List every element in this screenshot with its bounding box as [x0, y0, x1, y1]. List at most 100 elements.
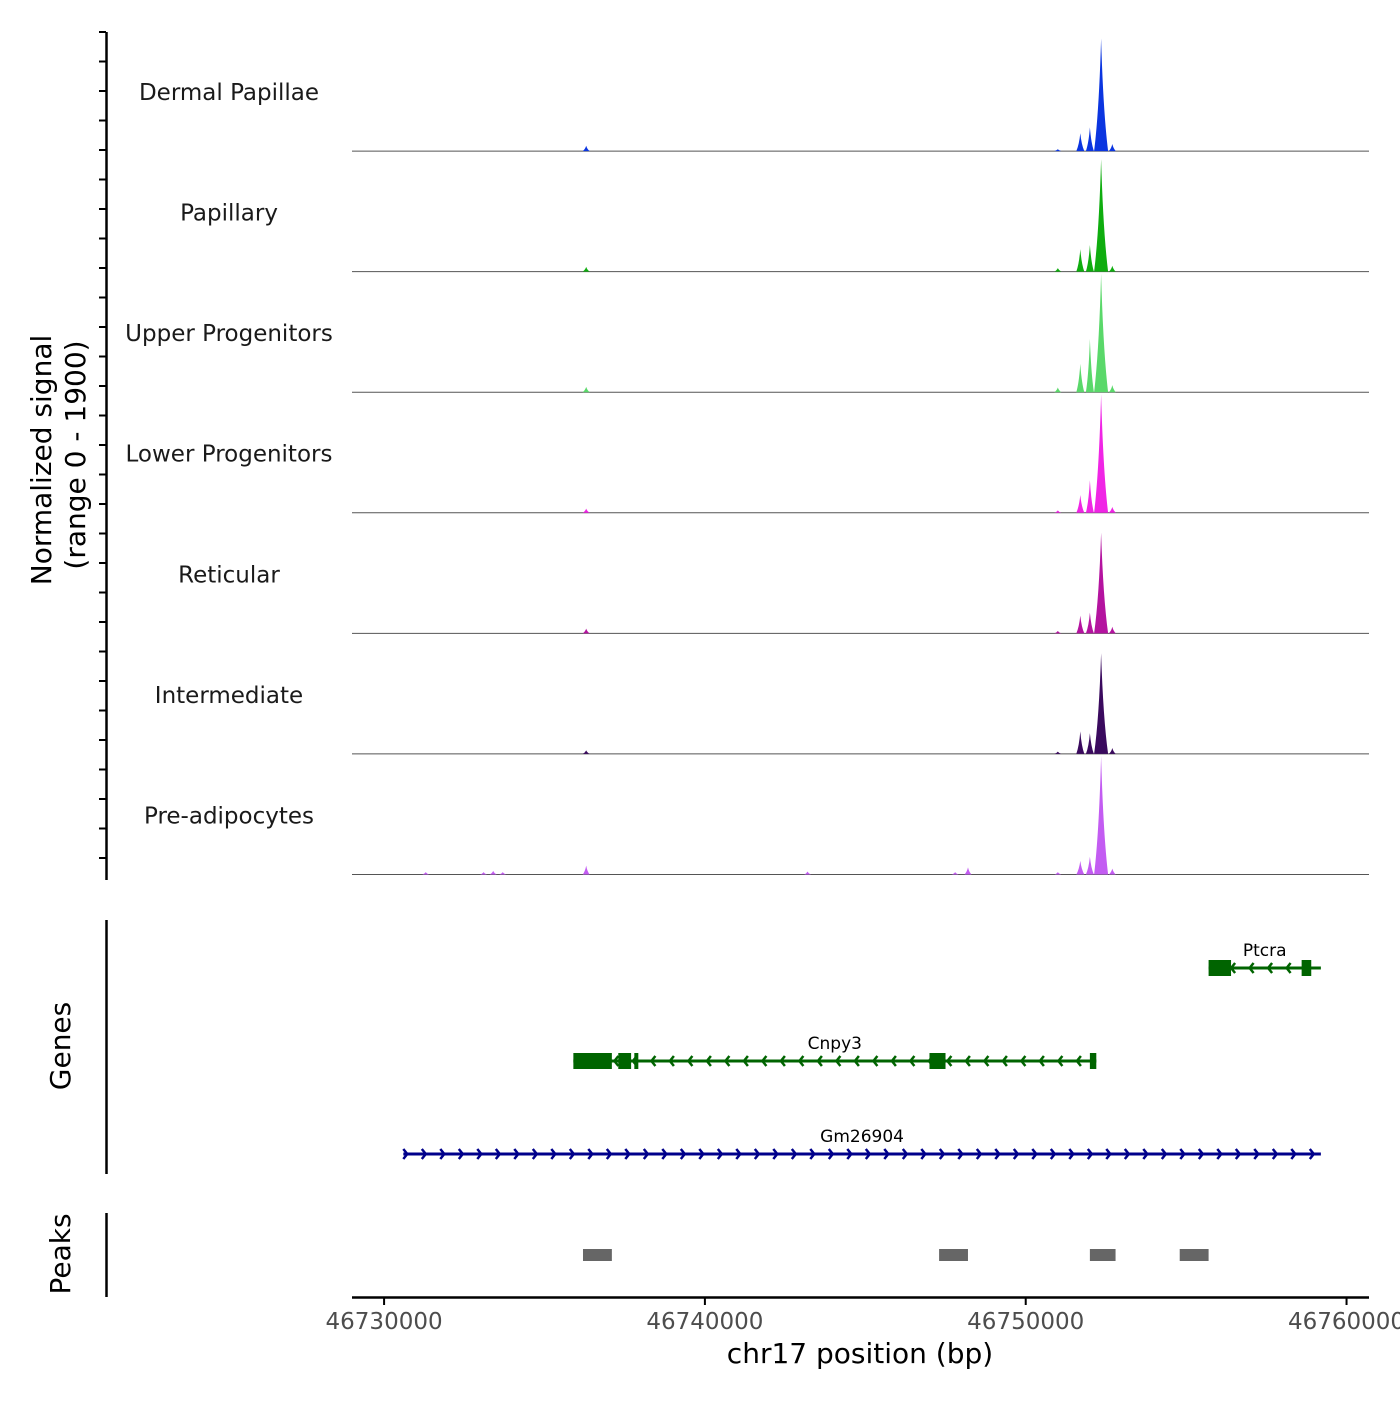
- signal-peak: [499, 872, 507, 875]
- signal-peak: [582, 628, 590, 634]
- signal-peak: [489, 870, 497, 875]
- signal-peak: [1054, 631, 1062, 634]
- strand-arrow: [945, 1055, 953, 1067]
- strand-arrow: [679, 1148, 687, 1160]
- gene-exon: [929, 1053, 946, 1069]
- strand-arrow: [1105, 1148, 1112, 1160]
- strand-arrow: [908, 1055, 916, 1067]
- signal-peak: [1076, 495, 1085, 513]
- signal-peak: [1094, 653, 1109, 754]
- strand-arrow: [920, 1148, 927, 1160]
- strand-arrow: [809, 1148, 816, 1160]
- strand-arrow: [1234, 1148, 1242, 1160]
- strand-arrow: [1197, 1148, 1205, 1160]
- y-axis-title-line2: (range 0 - 1900): [59, 340, 92, 569]
- strand-arrow: [779, 1055, 786, 1067]
- signal-peak: [1054, 751, 1062, 754]
- strand-arrow: [476, 1148, 483, 1160]
- signal-peak: [1094, 755, 1109, 875]
- signal-peak: [1108, 144, 1116, 152]
- strand-arrow: [938, 1148, 946, 1160]
- signal-peak: [1076, 615, 1085, 634]
- track-label: Papillary: [180, 201, 278, 227]
- strand-arrow: [1068, 1148, 1075, 1160]
- strand-arrow: [871, 1055, 879, 1067]
- strand-arrow: [1160, 1148, 1168, 1160]
- track-label: Pre-adipocytes: [144, 803, 314, 829]
- strand-arrow: [568, 1148, 576, 1160]
- signal-peak: [422, 872, 430, 875]
- gene-label: Cnpy3: [808, 1034, 862, 1054]
- strand-arrow: [982, 1055, 990, 1067]
- signal-peak: [1054, 387, 1062, 393]
- signal-peak: [1094, 394, 1109, 513]
- strand-arrow: [723, 1055, 731, 1067]
- signal-peak: [1094, 532, 1109, 634]
- coverage-track: Reticular: [178, 532, 1369, 634]
- strand-arrow: [890, 1055, 897, 1067]
- strand-arrow: [790, 1148, 798, 1160]
- signal-peak: [582, 508, 590, 513]
- gene-exon: [1301, 960, 1312, 976]
- gene-label: Gm26904: [820, 1127, 904, 1147]
- strand-arrow: [705, 1055, 712, 1067]
- strand-arrow: [1123, 1148, 1131, 1160]
- signal-peak: [582, 386, 590, 393]
- strand-arrow: [686, 1055, 694, 1067]
- coverage-tracks: Dermal Papillae Papillary Upper Progenitor…: [125, 38, 1369, 875]
- signal-peak: [1085, 733, 1094, 754]
- strand-arrow: [975, 1148, 983, 1160]
- x-tick-label: 46740000: [646, 1309, 763, 1335]
- strand-arrow: [1216, 1148, 1223, 1160]
- signal-peak: [1108, 506, 1116, 513]
- strand-arrow: [1266, 962, 1274, 974]
- strand-arrow: [1001, 1055, 1008, 1067]
- signal-peak: [1076, 249, 1085, 272]
- signal-peak: [1085, 480, 1094, 513]
- coverage-y-ticks: [99, 31, 106, 859]
- signal-peak: [1108, 265, 1116, 272]
- signal-peak: [1094, 273, 1109, 393]
- y-axis-title-line1: Normalized signal: [25, 335, 58, 586]
- signal-peak: [1085, 338, 1094, 393]
- strand-arrow: [816, 1055, 823, 1067]
- strand-arrow: [587, 1148, 594, 1160]
- signal-peak: [1085, 245, 1094, 272]
- strand-arrow: [883, 1148, 890, 1160]
- strand-arrow: [834, 1055, 842, 1067]
- signal-peak: [582, 865, 590, 875]
- peak-region: [939, 1249, 968, 1261]
- strand-arrow: [420, 1148, 428, 1160]
- strand-arrow: [994, 1148, 1001, 1160]
- strand-arrow: [649, 1055, 657, 1067]
- strand-arrow: [1019, 1055, 1027, 1067]
- strand-arrow: [1271, 1148, 1279, 1160]
- strand-arrow: [624, 1148, 631, 1160]
- strand-arrow: [1049, 1148, 1057, 1160]
- genes-track-title: Genes: [44, 1002, 77, 1090]
- gene-ptcra: Ptcra: [1208, 941, 1321, 976]
- x-axis-ticks: 46730000 46740000 46750000 46760000: [326, 1298, 1400, 1335]
- strand-arrow: [612, 1055, 620, 1067]
- strand-arrow: [1284, 962, 1292, 974]
- signal-peak: [1085, 856, 1094, 875]
- strand-arrow: [1308, 1148, 1316, 1160]
- strand-arrow: [439, 1148, 446, 1160]
- signal-peak: [1054, 872, 1062, 875]
- strand-arrow: [531, 1148, 539, 1160]
- signal-peak: [1054, 149, 1062, 152]
- genes-track: Ptcra Cnpy3 Gm26904: [402, 941, 1321, 1160]
- track-label: Lower Progenitors: [126, 442, 333, 468]
- track-label: Dermal Papillae: [139, 80, 319, 106]
- strand-arrow: [457, 1148, 465, 1160]
- signal-peak: [1108, 748, 1116, 754]
- gene-cnpy3: Cnpy3: [573, 1034, 1097, 1069]
- gene-exon: [618, 1053, 632, 1069]
- strand-arrow: [853, 1055, 860, 1067]
- gene-label: Ptcra: [1243, 941, 1287, 961]
- strand-arrow: [513, 1148, 520, 1160]
- strand-arrow: [846, 1148, 853, 1160]
- strand-arrow: [1253, 1148, 1260, 1160]
